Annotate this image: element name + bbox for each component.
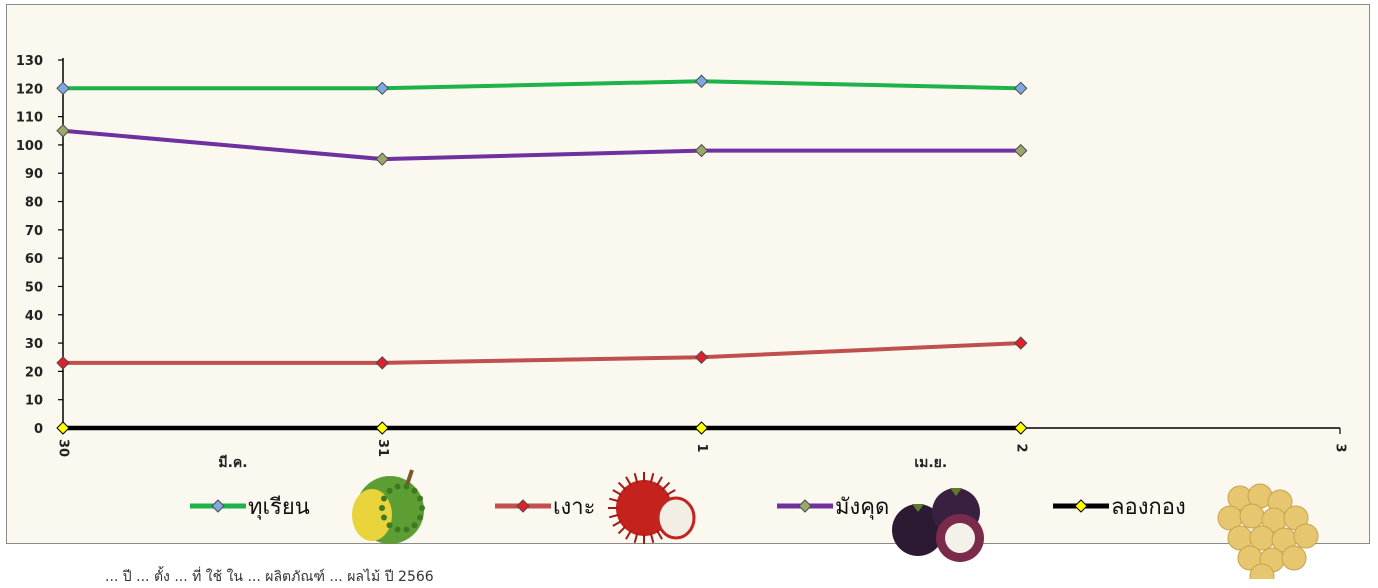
rambutan-hair bbox=[617, 481, 627, 491]
rambutan-hair bbox=[656, 476, 663, 486]
data-point bbox=[1014, 421, 1028, 435]
data-point bbox=[694, 143, 709, 158]
rambutan-hair bbox=[617, 525, 627, 535]
durian-spike bbox=[403, 483, 410, 490]
mangosteen-left bbox=[892, 504, 944, 556]
mangosteen-flesh bbox=[945, 523, 975, 553]
durian-picture bbox=[352, 469, 425, 544]
month-label: เม.ย. bbox=[914, 455, 947, 471]
series-layer bbox=[56, 74, 1028, 435]
month-label: มี.ค. bbox=[218, 455, 247, 471]
data-point bbox=[1014, 336, 1028, 350]
rambutan-hair bbox=[633, 472, 639, 484]
series-line bbox=[62, 128, 1021, 162]
mangosteen-cap bbox=[950, 488, 962, 496]
durian-spike bbox=[386, 522, 393, 529]
durian-flesh bbox=[352, 489, 392, 541]
data-point bbox=[1014, 81, 1028, 96]
footer-note: ... ปี ... ตั้ง ... ที่ ใช้ ใน ... ผลิตภ… bbox=[105, 569, 434, 585]
x-tick-label: 1 bbox=[694, 443, 709, 452]
x-tick-label: 3 bbox=[1333, 443, 1348, 452]
series-line bbox=[63, 341, 1021, 365]
rambutan-hair bbox=[612, 520, 622, 527]
y-tick-label: 30 bbox=[25, 337, 43, 352]
durian-spike bbox=[403, 526, 410, 533]
data-point bbox=[56, 124, 70, 138]
rambutan-picture bbox=[608, 472, 696, 544]
y-tick-label: 70 bbox=[25, 224, 43, 239]
y-tick-label: 130 bbox=[16, 54, 43, 69]
data-point bbox=[375, 81, 389, 96]
longkong-picture bbox=[1217, 483, 1319, 579]
data-point bbox=[694, 421, 709, 435]
data-point bbox=[694, 74, 709, 88]
data-point bbox=[694, 350, 709, 364]
legend-swatch-marker bbox=[211, 499, 225, 513]
data-point bbox=[375, 421, 389, 435]
data-point bbox=[56, 356, 70, 370]
y-tick-label: 40 bbox=[25, 309, 43, 324]
durian-spike bbox=[417, 495, 424, 502]
rambutan-hair bbox=[625, 530, 632, 540]
x-tick-label: 30 bbox=[56, 439, 71, 457]
rambutan-hair bbox=[656, 530, 663, 540]
legend-swatch-marker bbox=[798, 499, 812, 513]
y-tick-label: 0 bbox=[34, 422, 43, 437]
rambutan-hair bbox=[633, 532, 639, 544]
y-tick-label: 50 bbox=[25, 280, 43, 295]
y-tick-label: 90 bbox=[25, 167, 43, 182]
longkong-fruit bbox=[1249, 563, 1275, 579]
mangosteen-picture bbox=[892, 488, 984, 562]
data-point bbox=[375, 152, 389, 166]
data-point bbox=[56, 421, 70, 435]
legend: ทุเรียน เงาะ มังคุด ลองกอง bbox=[190, 469, 1319, 579]
y-axis: 0 10 20 30 40 50 60 70 80 90 100 110 120 130 bbox=[16, 54, 64, 437]
durian-spike bbox=[394, 526, 401, 533]
legend-label: ทุเรียน bbox=[248, 495, 310, 520]
durian-spike bbox=[411, 522, 418, 529]
longkong-fruit bbox=[1239, 503, 1265, 529]
longkong-fruit bbox=[1293, 523, 1319, 549]
rambutan-flesh bbox=[656, 496, 696, 540]
legend-label: เงาะ bbox=[553, 495, 595, 520]
data-point bbox=[375, 356, 389, 370]
series-line bbox=[63, 79, 1021, 91]
x-tick-label: 2 bbox=[1013, 443, 1028, 452]
y-tick-label: 120 bbox=[16, 82, 43, 97]
rambutan-hair bbox=[649, 532, 655, 544]
y-tick-label: 100 bbox=[16, 139, 43, 154]
mangosteen-cap bbox=[912, 504, 924, 512]
y-tick-label: 20 bbox=[25, 365, 43, 380]
rambutan-hair bbox=[661, 481, 671, 491]
legend-swatch-marker bbox=[1074, 499, 1088, 513]
y-tick-label: 110 bbox=[16, 111, 43, 126]
rambutan-hair bbox=[649, 472, 655, 484]
durian-spike bbox=[411, 487, 418, 494]
durian-spike bbox=[380, 495, 387, 502]
longkong-fruit bbox=[1281, 545, 1307, 571]
durian-spike bbox=[417, 514, 424, 521]
chart-area bbox=[6, 4, 1370, 544]
durian-spike bbox=[379, 505, 385, 511]
legend-label: มังคุด bbox=[835, 495, 889, 520]
legend-swatch-marker bbox=[516, 499, 530, 513]
rambutan-hair bbox=[625, 476, 632, 486]
data-point bbox=[56, 81, 70, 96]
durian-spike bbox=[380, 514, 387, 521]
rambutan-hair bbox=[608, 497, 620, 503]
durian-spike bbox=[394, 483, 401, 490]
y-tick-label: 10 bbox=[25, 394, 43, 409]
rambutan-hair bbox=[612, 489, 622, 496]
data-point bbox=[1014, 143, 1028, 158]
rambutan-hair bbox=[608, 513, 620, 519]
y-tick-label: 60 bbox=[25, 252, 43, 267]
durian-spike bbox=[386, 487, 393, 494]
y-tick-label: 80 bbox=[25, 196, 43, 211]
durian-spike bbox=[419, 505, 425, 511]
legend-label: ลองกอง bbox=[1111, 495, 1186, 520]
rambutan-hair bbox=[666, 489, 676, 496]
x-tick-label: 31 bbox=[375, 439, 390, 457]
